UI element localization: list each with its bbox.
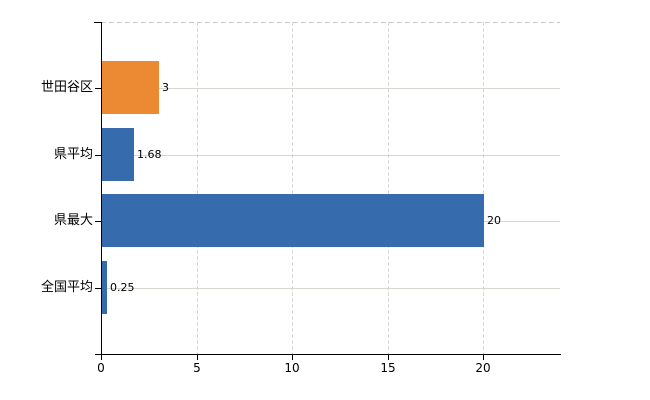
bar (102, 61, 159, 114)
x-axis-tick (388, 355, 389, 360)
x-axis-tick-label: 0 (97, 361, 105, 375)
x-axis-tick (292, 355, 293, 360)
x-axis-tick-label: 10 (284, 361, 300, 375)
value-label: 0.25 (110, 281, 135, 294)
bar (102, 194, 484, 247)
horizontal-gridline (101, 155, 560, 156)
category-tick (95, 221, 101, 222)
category-label: 世田谷区 (40, 80, 93, 95)
vertical-gridline (292, 22, 293, 354)
category-tick (95, 288, 101, 289)
category-tick (95, 88, 101, 89)
category-label: 全国平均 (40, 280, 93, 295)
category-label: 県平均 (53, 147, 93, 162)
x-axis-tick-label: 15 (380, 361, 396, 375)
x-axis-tick (101, 355, 102, 360)
vertical-gridline (483, 22, 484, 354)
value-label: 1.68 (137, 148, 162, 161)
horizontal-gridline (101, 88, 560, 89)
x-axis-line (95, 354, 561, 355)
category-label: 県最大 (53, 213, 93, 228)
x-axis-tick-label: 5 (193, 361, 201, 375)
bar (102, 128, 134, 181)
x-axis-tick-label: 20 (475, 361, 491, 375)
value-label: 3 (162, 81, 169, 94)
category-tick (95, 155, 101, 156)
plot-area: 3 1.68 20 0.25 (101, 22, 560, 354)
x-axis-tick (483, 355, 484, 360)
x-axis-tick (197, 355, 198, 360)
y-axis-top-tick (94, 22, 101, 23)
vertical-gridline (197, 22, 198, 354)
horizontal-gridline (101, 288, 560, 289)
plot-top-border (101, 22, 560, 23)
value-label: 20 (487, 214, 501, 227)
vertical-gridline (388, 22, 389, 354)
bar (102, 261, 107, 314)
y-axis-line (101, 22, 102, 354)
